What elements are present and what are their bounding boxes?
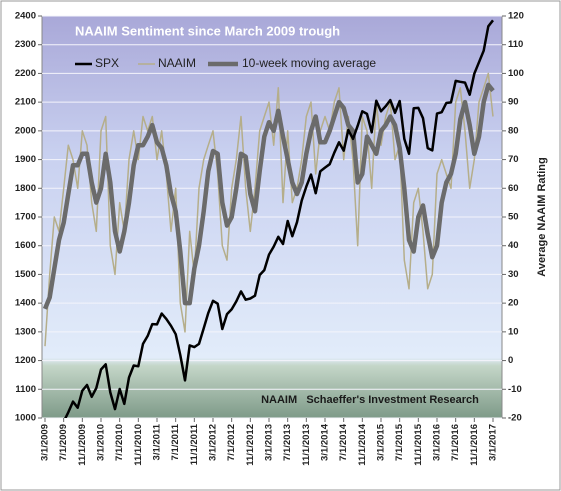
legend-label: NAAIM	[158, 56, 196, 70]
x-tick-label: 7/1/2013	[282, 424, 293, 461]
y-tick-label: 1300	[15, 326, 36, 337]
series-line	[42, 82, 495, 310]
y-tick-label: 1200	[15, 355, 36, 366]
y2-tick-label: 10	[508, 326, 519, 337]
y-tick-label: 1400	[15, 298, 36, 309]
y2-tick-label: 120	[508, 11, 524, 22]
y2-tick-label: 90	[508, 97, 519, 108]
x-tick-label: 7/1/2014	[338, 423, 349, 461]
x-tick-label: 11/1/2011	[189, 423, 200, 465]
y2-tick-label: 80	[508, 125, 519, 136]
y-tick-label: 1500	[15, 269, 36, 280]
y-tick-label: 1700	[15, 212, 36, 223]
x-tick-label: 7/1/2010	[114, 424, 125, 461]
legend-label: 10-week moving average	[242, 56, 376, 70]
y2-tick-label: 100	[508, 68, 524, 79]
x-tick-label: 7/1/2016	[450, 424, 461, 461]
series-line	[44, 72, 494, 347]
y2-tick-label: -10	[508, 384, 522, 395]
legend: SPX NAAIM 10-week moving average	[75, 56, 376, 70]
x-tick-label: 7/1/2015	[394, 423, 405, 461]
x-tick-label: 11/1/2013	[301, 424, 312, 466]
x-tick-label: 7/1/2009	[58, 424, 69, 461]
y-tick-label: 1800	[15, 183, 36, 194]
x-tick-label: 11/1/2009	[77, 424, 88, 466]
annotation: NAAIM Schaeffer's Investment Research	[261, 394, 479, 406]
x-tick-label: 11/1/2014	[357, 423, 368, 465]
y-tick-label: 2200	[15, 68, 36, 79]
x-tick-label: 3/1/2010	[96, 424, 107, 461]
x-tick-label: 7/1/2011	[170, 423, 181, 460]
y-tick-label: 1000	[15, 413, 36, 424]
y2-tick-label: 70	[508, 154, 519, 165]
x-tick-label: 11/1/2016	[469, 424, 480, 466]
y-tick-label: 1900	[15, 154, 36, 165]
y-tick-label: 1600	[15, 240, 36, 251]
x-tick-label: 3/1/2011	[152, 423, 163, 460]
x-tick-label: 11/1/2015	[413, 423, 424, 465]
y2-tick-label: 40	[508, 240, 519, 251]
y-tick-label: 2400	[15, 11, 36, 22]
y2-tick-label: 20	[508, 298, 519, 309]
x-tick-label: 3/1/2013	[264, 424, 275, 461]
x-tick-label: 11/1/2012	[245, 424, 256, 466]
x-tick-label: 11/1/2010	[133, 424, 144, 466]
y2-tick-label: -20	[508, 413, 522, 424]
y2-tick-label: 50	[508, 212, 519, 223]
x-tick-label: 3/1/2012	[208, 424, 219, 461]
chart-title: NAAIM Sentiment since March 2009 trough	[75, 23, 340, 38]
y-tick-label: 2300	[15, 39, 36, 50]
x-tick-label: 3/1/2014	[320, 423, 331, 461]
x-tick-label: 3/1/2015	[376, 423, 387, 461]
y2-tick-label: 60	[508, 183, 519, 194]
series-line	[64, 19, 494, 418]
legend-label: SPX	[95, 56, 119, 70]
y-tick-label: 2000	[15, 125, 36, 136]
y-tick-label: 1100	[15, 384, 36, 395]
y2-tick-label: 30	[508, 269, 519, 280]
y2-tick-label: 110	[508, 39, 523, 50]
x-tick-label: 3/1/2009	[40, 424, 51, 461]
x-tick-label: 3/1/2017	[488, 424, 499, 461]
x-tick-label: 7/1/2012	[226, 424, 237, 461]
x-tick-label: 3/1/2016	[432, 424, 443, 461]
y-tick-label: 2100	[15, 97, 36, 108]
y2-tick-label: 0	[508, 355, 513, 366]
y2-axis-title: Average NAAIM Rating	[536, 157, 548, 276]
